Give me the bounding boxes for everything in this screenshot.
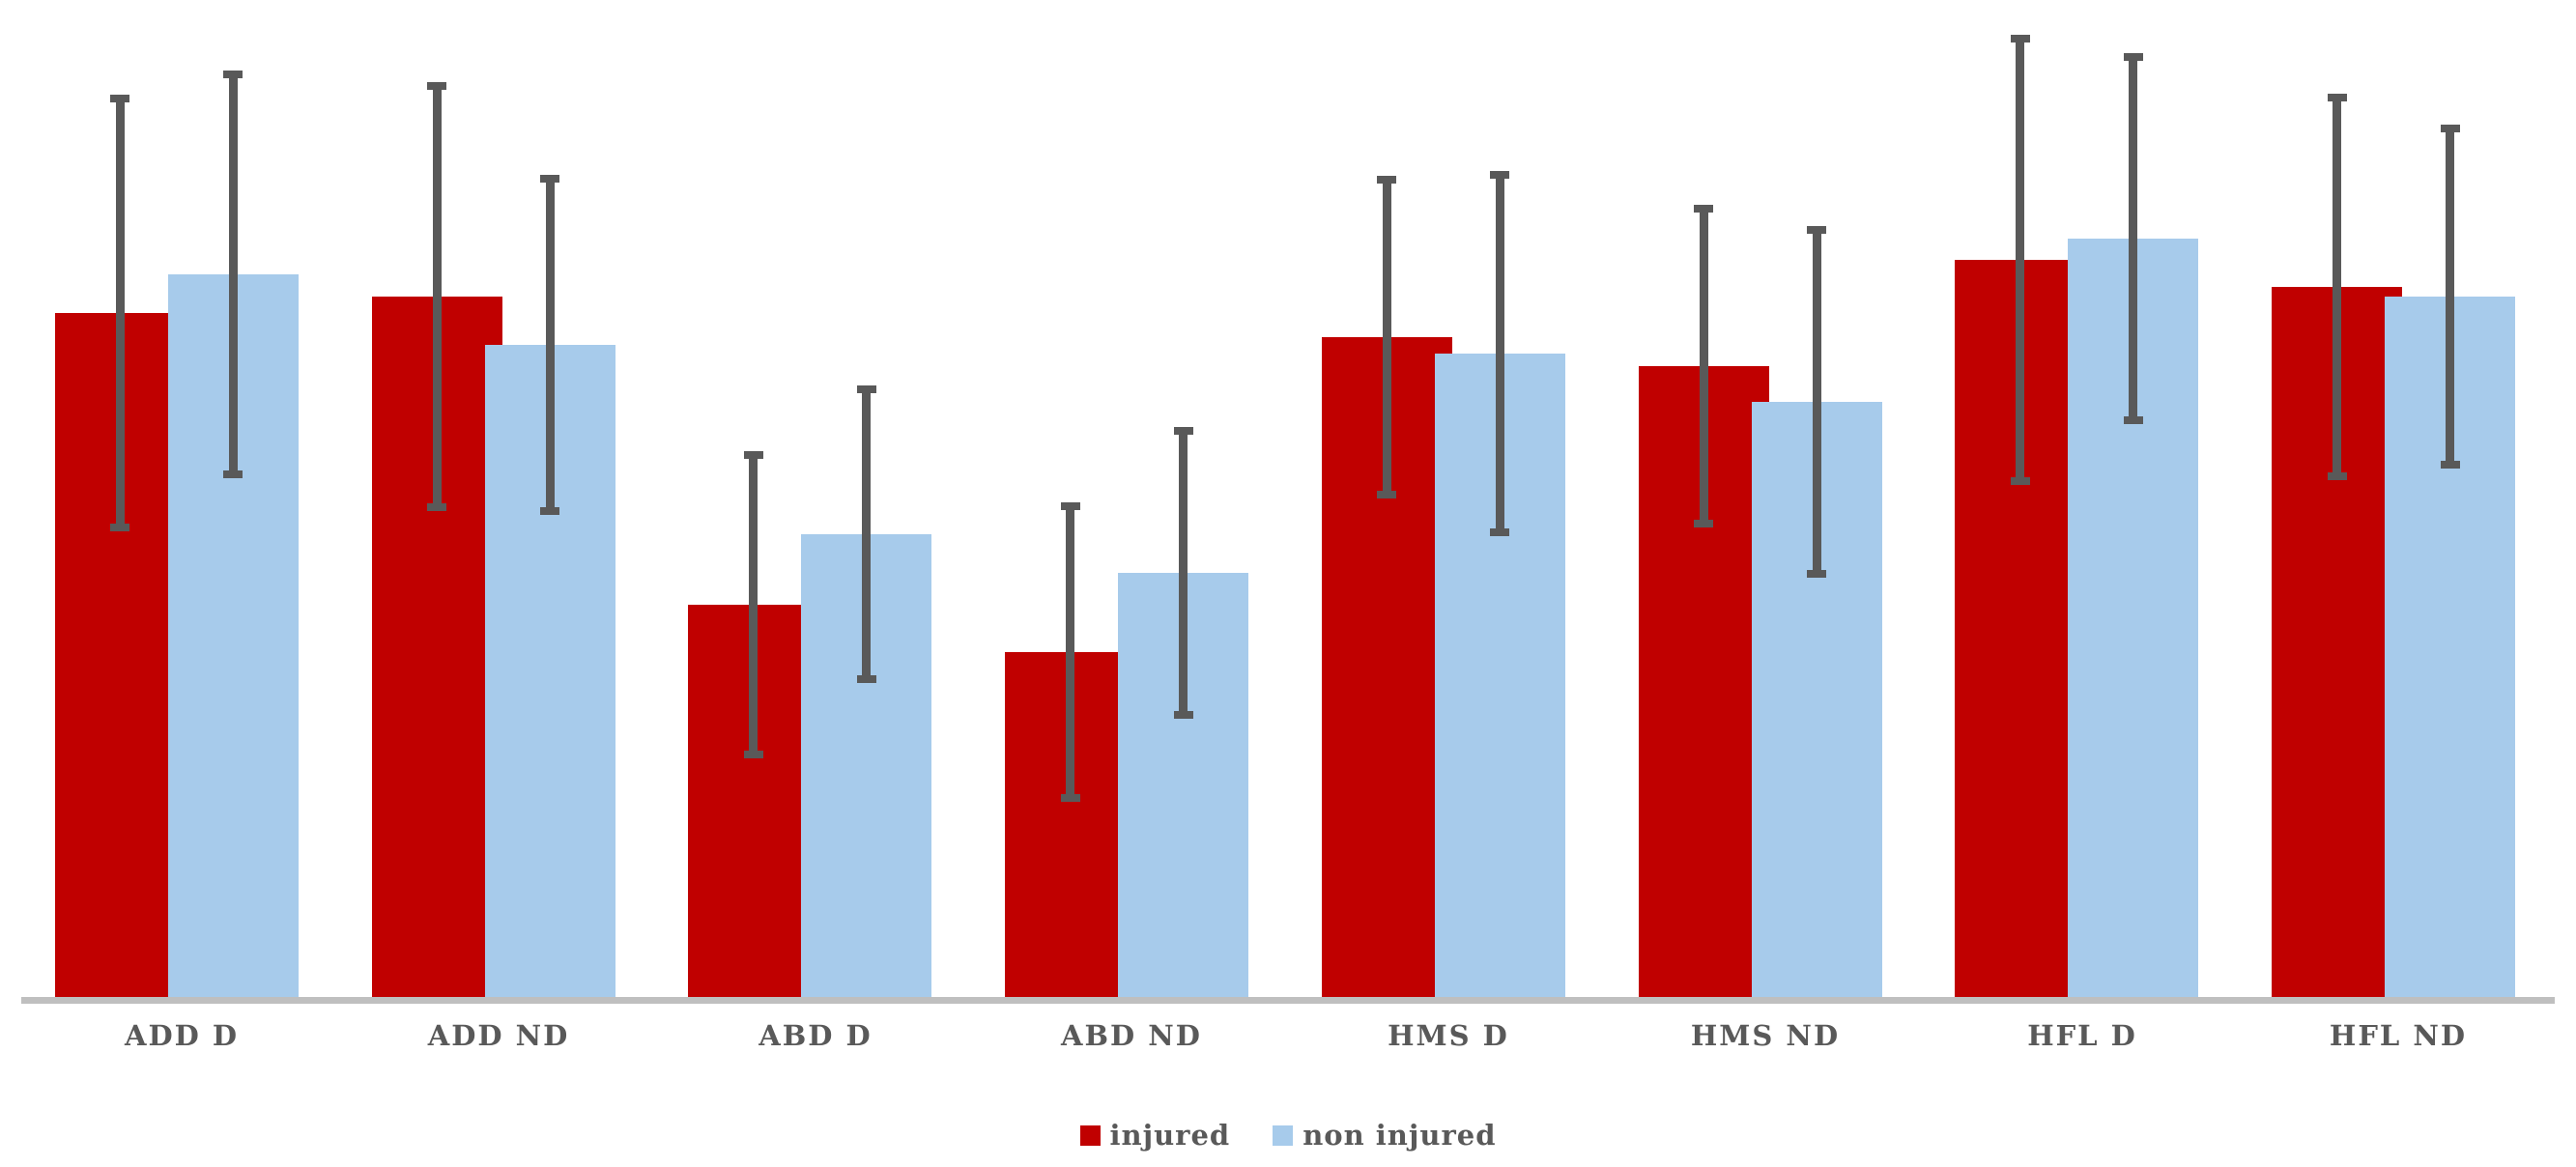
error-bar-cap-top (1490, 171, 1509, 179)
error-bar-line (2446, 125, 2454, 469)
error-bar-cap-bottom (857, 675, 876, 683)
error-bar-cap-top (427, 82, 446, 90)
error-bar-cap-bottom (1807, 570, 1826, 578)
legend-item-injured: injured (1079, 1119, 1231, 1152)
category-label: HFL D (2027, 1019, 2137, 1052)
error-bar-cap-bottom (540, 507, 559, 515)
error-bar-cap-top (2124, 53, 2143, 61)
error-bar-cap-top (110, 95, 129, 102)
x-axis-line (21, 997, 2555, 1004)
error-bar-line (546, 175, 555, 515)
error-bar-cap-top (857, 385, 876, 393)
legend-label-injured: injured (1109, 1119, 1231, 1152)
error-bar-cap-bottom (1694, 520, 1713, 527)
error-bar-line (2016, 35, 2024, 485)
error-bar-line (2129, 53, 2137, 424)
category-label: ADD D (124, 1019, 240, 1052)
error-bar-cap-top (744, 451, 763, 459)
error-bar-cap-bottom (110, 524, 129, 531)
error-bar-cap-bottom (744, 751, 763, 758)
error-bar-line (862, 385, 871, 683)
legend-swatch-non-injured-icon (1273, 1124, 1294, 1146)
error-bar-cap-bottom (1490, 528, 1509, 536)
error-bar-cap-top (1807, 226, 1826, 234)
error-bar-cap-bottom (1061, 794, 1080, 802)
error-bar-line (1700, 205, 1708, 527)
error-bar-line (749, 451, 758, 758)
error-bar-cap-bottom (2328, 472, 2347, 480)
error-bar-cap-bottom (427, 503, 446, 511)
category-label: HMS D (1388, 1019, 1509, 1052)
error-bar-line (2333, 94, 2341, 480)
error-bar-line (1496, 171, 1504, 536)
error-bar-cap-top (223, 71, 243, 78)
legend: injured non injured (0, 1116, 2576, 1154)
error-bar-line (1383, 176, 1391, 498)
category-label: ABD ND (1061, 1019, 1202, 1052)
legend-swatch-injured-icon (1079, 1124, 1101, 1146)
error-bar-cap-top (2328, 94, 2347, 101)
error-bar-cap-bottom (1174, 711, 1193, 719)
error-bar-line (1066, 502, 1074, 802)
error-bar-line (1179, 427, 1188, 719)
error-bar-cap-top (1061, 502, 1080, 510)
error-bar-cap-top (540, 175, 559, 183)
error-bar-cap-bottom (2011, 477, 2030, 485)
error-bar-cap-bottom (2124, 416, 2143, 424)
legend-label-non-injured: non injured (1302, 1119, 1497, 1152)
category-label: HFL ND (2329, 1019, 2468, 1052)
error-bar-cap-bottom (223, 470, 243, 478)
category-label: ADD ND (427, 1019, 570, 1052)
category-label: ABD D (758, 1019, 873, 1052)
error-bar-cap-top (2441, 125, 2460, 132)
error-bar-cap-top (2011, 35, 2030, 43)
error-bar-line (229, 71, 238, 478)
error-bar-cap-bottom (2441, 461, 2460, 469)
error-bar-cap-top (1174, 427, 1193, 435)
error-bar-line (433, 82, 442, 511)
error-bar-cap-top (1377, 176, 1396, 184)
error-bar-cap-bottom (1377, 491, 1396, 498)
legend-item-non-injured: non injured (1273, 1119, 1496, 1152)
error-bar-cap-top (1694, 205, 1713, 213)
error-bar-line (1813, 226, 1821, 578)
category-label: HMS ND (1690, 1019, 1841, 1052)
error-bar-line (116, 95, 125, 531)
